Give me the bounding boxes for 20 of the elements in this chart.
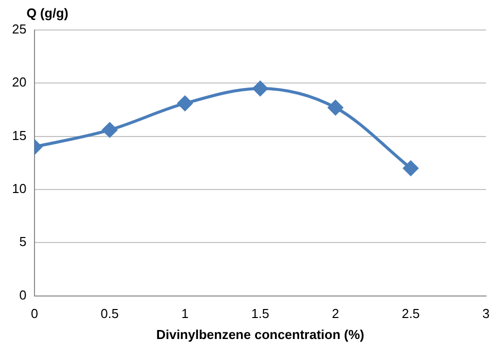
y-axis-title: Q (g/g) [26, 6, 68, 21]
x-axis-title: Divinylbenzene concentration (%) [156, 326, 364, 342]
y-tick-label: 10 [12, 181, 26, 196]
x-tick-label: 2.5 [402, 306, 420, 322]
y-tick-label: 0 [19, 287, 26, 302]
x-tick-label: 3 [482, 306, 490, 322]
x-tick-label: 2 [332, 306, 340, 322]
x-tick-label: 0 [30, 306, 38, 322]
y-tick-label: 15 [12, 128, 26, 143]
x-tick-label: 1 [181, 306, 189, 322]
point [102, 122, 118, 138]
y-tick-label: 5 [19, 234, 26, 250]
x-tick-label: 0.5 [100, 306, 119, 322]
y-tick-label: 20 [12, 74, 26, 90]
y-tick-label: 25 [12, 22, 26, 37]
point [328, 100, 343, 116]
x-tick-label: 1.5 [251, 306, 270, 322]
point [252, 80, 268, 96]
point [177, 96, 192, 111]
point [403, 160, 418, 176]
